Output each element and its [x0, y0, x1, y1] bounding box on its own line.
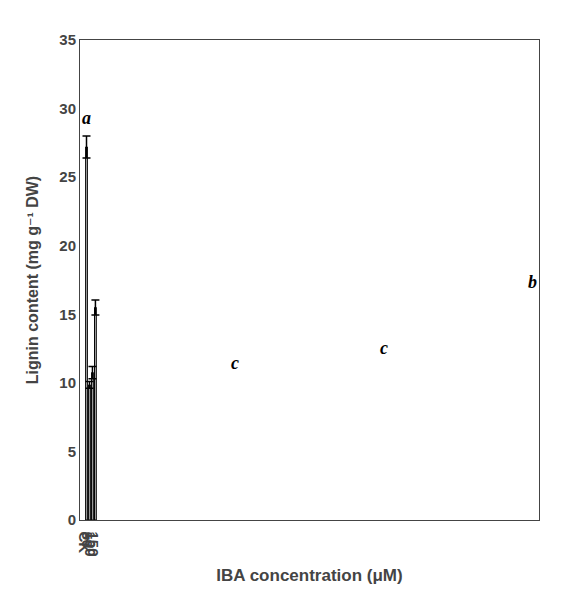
svg-text:c: c — [380, 338, 388, 358]
svg-text:15: 15 — [59, 306, 76, 323]
svg-text:35: 35 — [59, 31, 76, 48]
svg-text:Lignin content (mg g⁻¹ DW): Lignin content (mg g⁻¹ DW) — [24, 176, 41, 384]
svg-text:b: b — [528, 272, 537, 292]
svg-text:0: 0 — [68, 511, 76, 528]
svg-text:20: 20 — [59, 237, 76, 254]
svg-text:150: 150 — [85, 532, 102, 557]
svg-text:IBA concentration (μM): IBA concentration (μM) — [216, 566, 402, 585]
svg-text:c: c — [231, 353, 239, 373]
svg-text:CK: CK — [76, 532, 93, 554]
svg-text:100: 100 — [82, 532, 99, 557]
svg-text:a: a — [82, 108, 91, 128]
svg-text:50: 50 — [79, 532, 96, 549]
svg-text:25: 25 — [59, 168, 76, 185]
svg-text:10: 10 — [59, 374, 76, 391]
svg-text:5: 5 — [68, 443, 76, 460]
svg-text:30: 30 — [59, 100, 76, 117]
